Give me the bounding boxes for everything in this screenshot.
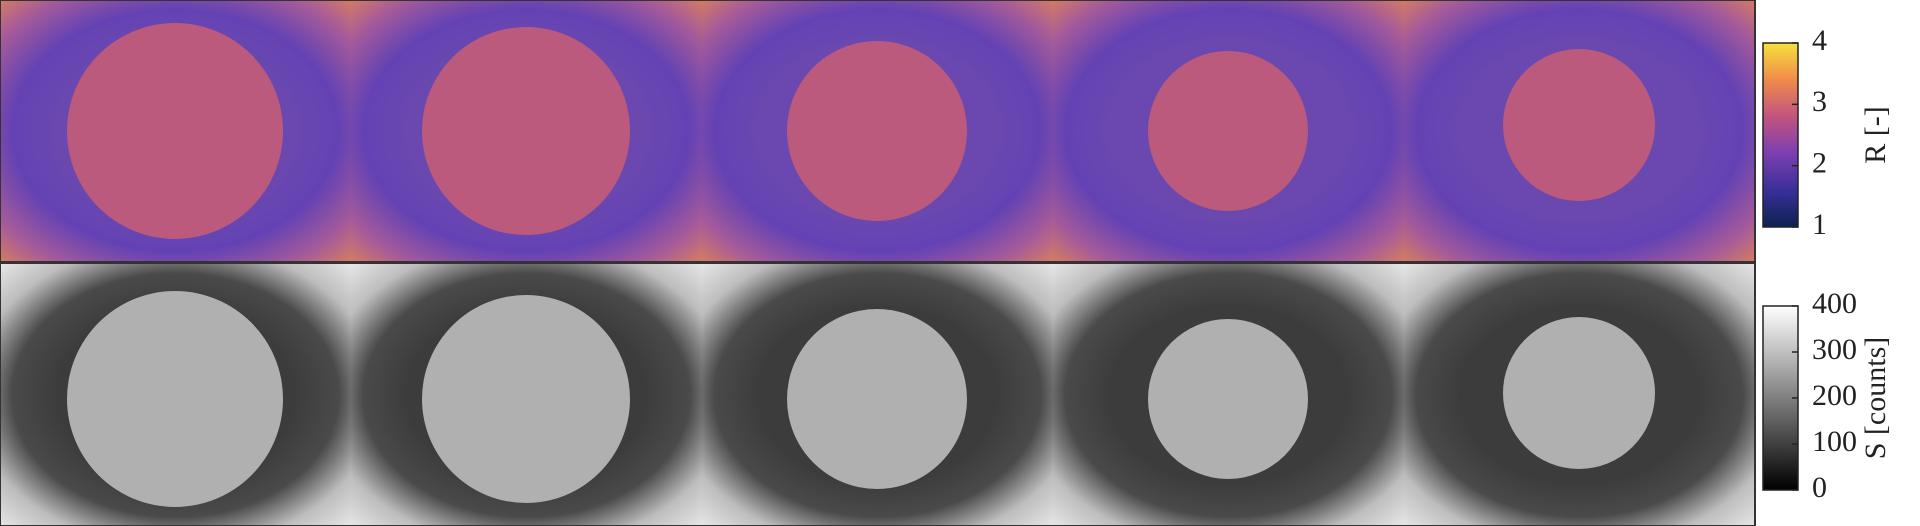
disk (422, 295, 630, 503)
tick-label: 400 (1812, 287, 1857, 320)
disk (1148, 319, 1308, 479)
tick-label: 300 (1812, 333, 1857, 366)
disk (1503, 49, 1655, 201)
colorbar (1762, 42, 1799, 228)
disk (422, 27, 630, 235)
disk (67, 23, 283, 239)
tick-label: 2 (1812, 147, 1827, 180)
tick-label: 100 (1812, 425, 1857, 458)
disk (1148, 51, 1308, 211)
tick-label: 4 (1812, 24, 1827, 57)
tick-label: 200 (1812, 379, 1857, 412)
image-panels (0, 0, 1756, 526)
disk (787, 41, 967, 221)
tick-label: 1 (1812, 208, 1827, 241)
disk (787, 309, 967, 489)
colorbar-label: R [-] (1859, 106, 1892, 163)
tick-label: 3 (1812, 85, 1827, 118)
tick-label: 0 (1812, 471, 1827, 504)
disk (67, 291, 283, 507)
colorbar-label: S [counts] (1859, 337, 1892, 460)
disk (1503, 317, 1655, 469)
